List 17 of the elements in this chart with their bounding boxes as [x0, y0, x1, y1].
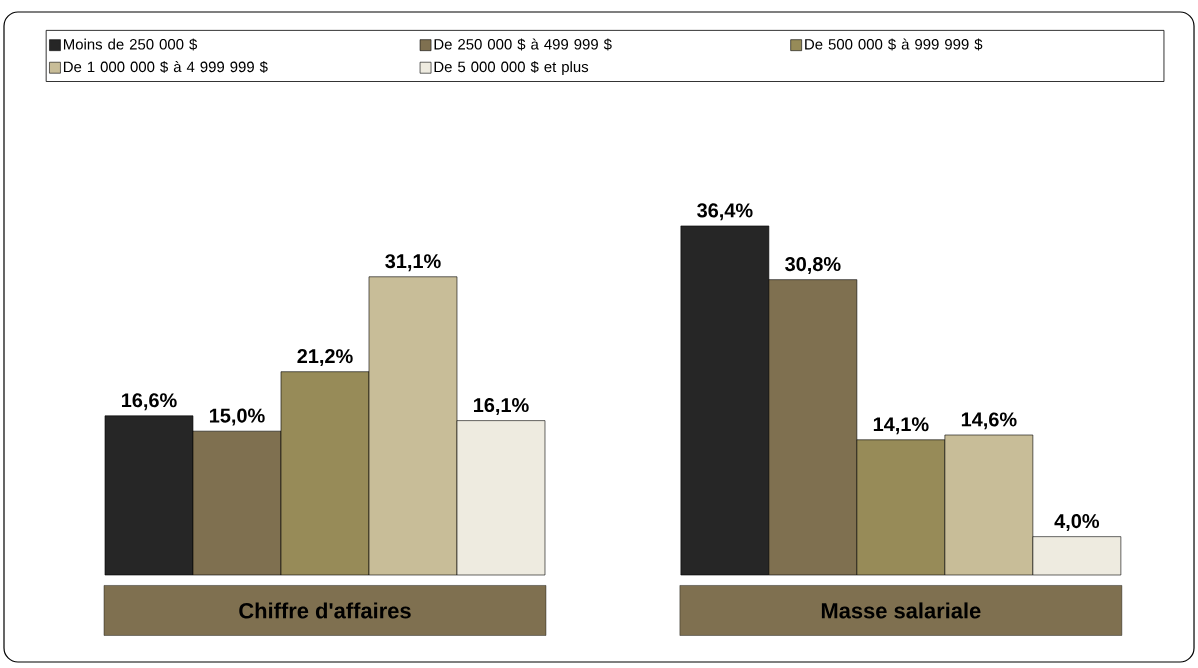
- data-label: 30,8%: [785, 257, 841, 275]
- data-label: 31,1%: [385, 254, 441, 272]
- legend-label: Moins de 250 000 $: [63, 38, 198, 51]
- data-label: 14,6%: [961, 412, 1017, 430]
- data-label: 21,2%: [297, 349, 353, 367]
- data-label: 4,0%: [1054, 514, 1100, 532]
- data-label: 36,4%: [697, 203, 753, 221]
- legend-label: De 500 000 $ à 999 999 $: [805, 38, 983, 51]
- data-label: 16,1%: [473, 398, 529, 415]
- legend-label: De 5 000 000 $ et plus: [434, 60, 589, 76]
- data-label: 14,1%: [873, 417, 929, 435]
- data-label: 16,6%: [121, 393, 177, 411]
- legend-label: De 250 000 $ à 499 999 $: [434, 38, 612, 51]
- x-tick-label: Chiffre d'affaires: [239, 602, 411, 619]
- data-label: 15,0%: [209, 408, 265, 426]
- legend-label: De 1 000 000 $ à 4 999 999 $: [63, 60, 268, 74]
- x-tick-label: Masse salariale: [821, 602, 981, 619]
